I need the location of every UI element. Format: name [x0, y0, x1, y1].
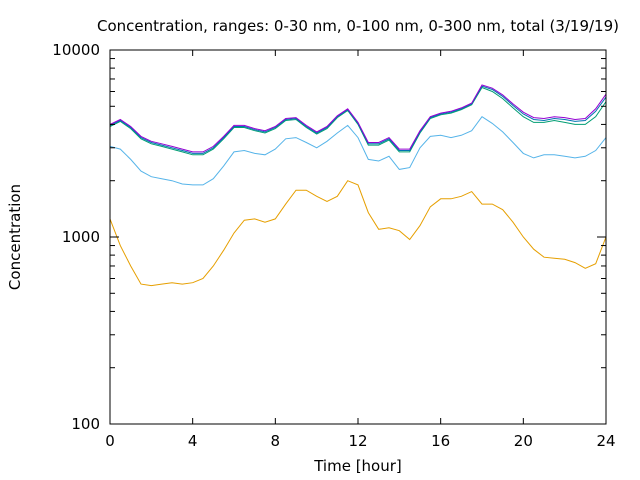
x-tick-label: 0 [105, 432, 115, 450]
x-tick-label: 24 [596, 432, 615, 450]
y-tick-label: 10000 [52, 41, 100, 59]
y-axis-label: Concentration [6, 184, 24, 290]
x-tick-label: 4 [188, 432, 198, 450]
plot-frame [109, 49, 607, 425]
x-tick-label: 8 [271, 432, 281, 450]
y-tick-label: 100 [71, 415, 100, 433]
chart-title: Concentration, ranges: 0-30 nm, 0-100 nm… [97, 17, 619, 35]
x-axis-label: Time [hour] [313, 457, 402, 475]
series-line-2 [109, 116, 607, 186]
series-line-1 [109, 180, 607, 287]
series-line-5 [109, 84, 607, 153]
series-layer [109, 84, 607, 287]
x-tick-label: 16 [431, 432, 450, 450]
ticks-layer: 0 4 8 12 16 20 24 100 1000 10000 [52, 41, 615, 450]
x-tick-label: 12 [348, 432, 367, 450]
series-line-4 [109, 85, 607, 154]
y-tick-label: 1000 [62, 228, 100, 246]
series-line-3 [109, 86, 607, 156]
x-tick-label: 20 [514, 432, 533, 450]
